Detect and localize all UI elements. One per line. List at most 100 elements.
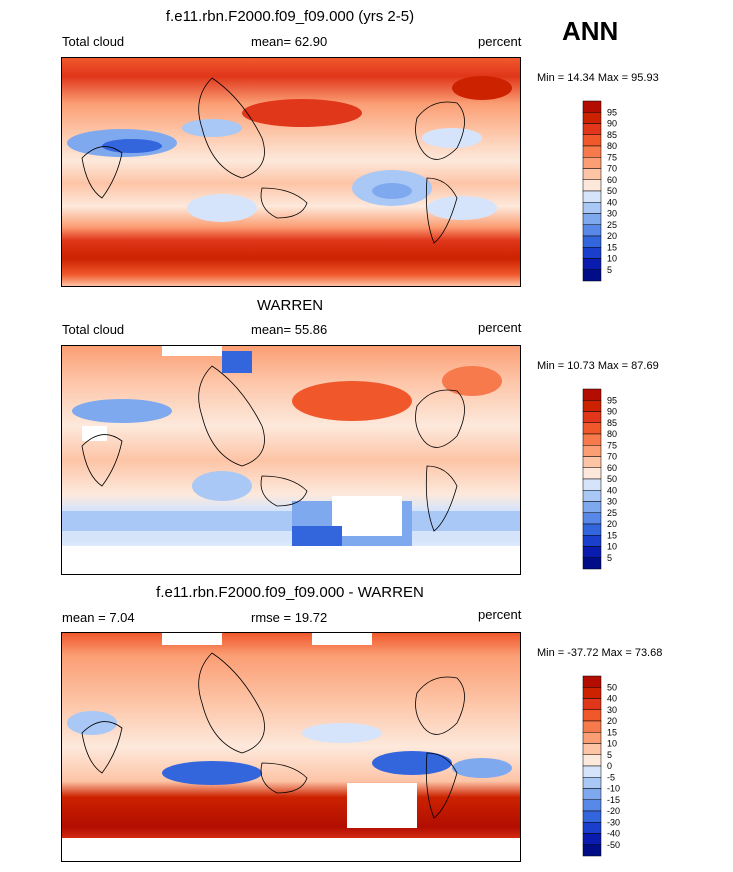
colorbar-swatch	[583, 710, 601, 721]
colorbar-level-label: 10	[607, 739, 617, 749]
panel-3-minmax: Min = -37.72 Max = 73.68	[537, 647, 662, 659]
panel-1-colorbar: 95908580757060504030252015105	[583, 101, 643, 285]
colorbar-level-label: 80	[607, 141, 617, 151]
colorbar-level-label: 85	[607, 418, 617, 428]
colorbar-swatch	[583, 157, 601, 168]
colorbar-swatch	[583, 135, 601, 146]
panel-1-colorbar-svg: 95908580757060504030252015105	[583, 101, 643, 285]
panel-2-colorbar-svg: 95908580757060504030252015105	[583, 389, 643, 573]
colorbar-level-label: 30	[607, 705, 617, 715]
colorbar-swatch	[583, 445, 601, 456]
panel-3-left-label: mean = 7.04	[62, 610, 135, 625]
colorbar-level-label: -20	[607, 806, 620, 816]
colorbar-swatch	[583, 699, 601, 710]
colorbar-level-label: 0	[607, 761, 612, 771]
colorbar-swatch	[583, 214, 601, 225]
panel-3-title: f.e11.rbn.F2000.f09_f09.000 - WARREN	[0, 584, 580, 601]
panel-1-right-label: percent	[478, 34, 521, 49]
colorbar-swatch	[583, 247, 601, 258]
colorbar-swatch	[583, 202, 601, 213]
colorbar-swatch	[583, 468, 601, 479]
colorbar-level-label: 50	[607, 682, 617, 692]
colorbar-swatch	[583, 811, 601, 822]
colorbar-swatch	[583, 535, 601, 546]
panel-2-map	[61, 345, 521, 575]
panel-1-title: f.e11.rbn.F2000.f09_f09.000 (yrs 2-5)	[0, 8, 580, 25]
colorbar-swatch	[583, 270, 601, 281]
colorbar-swatch	[583, 547, 601, 558]
panel-1-minmax: Min = 14.34 Max = 95.93	[537, 72, 659, 84]
colorbar-swatch	[583, 800, 601, 811]
colorbar-swatch	[583, 490, 601, 501]
colorbar-level-label: 90	[607, 407, 617, 417]
panel-3-colorbar-svg: 50403020151050-5-10-15-20-30-40-50	[583, 676, 643, 860]
colorbar-swatch	[583, 558, 601, 569]
colorbar-swatch	[583, 502, 601, 513]
colorbar-level-label: 5	[607, 750, 612, 760]
colorbar-level-label: 25	[607, 508, 617, 518]
colorbar-level-label: 10	[607, 542, 617, 552]
colorbar-swatch	[583, 755, 601, 766]
colorbar-swatch	[583, 434, 601, 445]
colorbar-swatch	[583, 721, 601, 732]
colorbar-swatch	[583, 412, 601, 423]
colorbar-level-label: 40	[607, 197, 617, 207]
colorbar-swatch	[583, 146, 601, 157]
colorbar-level-label: 80	[607, 429, 617, 439]
colorbar-level-label: 5	[607, 265, 612, 275]
colorbar-level-label: 40	[607, 485, 617, 495]
colorbar-swatch	[583, 124, 601, 135]
colorbar-swatch	[583, 513, 601, 524]
colorbar-swatch	[583, 732, 601, 743]
panel-1-map	[61, 57, 521, 287]
colorbar-level-label: 15	[607, 727, 617, 737]
colorbar-level-label: -50	[607, 840, 620, 850]
colorbar-level-label: 75	[607, 152, 617, 162]
colorbar-swatch	[583, 834, 601, 845]
colorbar-level-label: 60	[607, 175, 617, 185]
colorbar-level-label: -40	[607, 829, 620, 839]
colorbar-level-label: 70	[607, 452, 617, 462]
colorbar-swatch	[583, 423, 601, 434]
colorbar-swatch	[583, 259, 601, 270]
colorbar-level-label: 90	[607, 119, 617, 129]
colorbar-swatch	[583, 687, 601, 698]
colorbar-level-label: 30	[607, 497, 617, 507]
colorbar-swatch	[583, 479, 601, 490]
colorbar-level-label: 40	[607, 694, 617, 704]
colorbar-level-label: 95	[607, 395, 617, 405]
colorbar-level-label: 30	[607, 209, 617, 219]
colorbar-swatch	[583, 169, 601, 180]
panel-1-center-label: mean= 62.90	[251, 34, 327, 49]
colorbar-level-label: -15	[607, 795, 620, 805]
colorbar-swatch	[583, 524, 601, 535]
colorbar-level-label: 15	[607, 242, 617, 252]
colorbar-swatch	[583, 457, 601, 468]
colorbar-level-label: 25	[607, 220, 617, 230]
panel-2-title: WARREN	[0, 297, 580, 314]
colorbar-swatch	[583, 101, 601, 112]
panel-3-map	[61, 632, 521, 862]
colorbar-swatch	[583, 822, 601, 833]
panel-2-colorbar: 95908580757060504030252015105	[583, 389, 643, 573]
colorbar-swatch	[583, 845, 601, 856]
colorbar-level-label: 50	[607, 474, 617, 484]
colorbar-level-label: 10	[607, 254, 617, 264]
colorbar-swatch	[583, 236, 601, 247]
colorbar-swatch	[583, 112, 601, 123]
colorbar-level-label: 75	[607, 440, 617, 450]
panel-3-center-label: rmse = 19.72	[251, 610, 327, 625]
colorbar-level-label: 20	[607, 519, 617, 529]
colorbar-level-label: -10	[607, 784, 620, 794]
panel-2-left-label: Total cloud	[62, 322, 124, 337]
panel-2-center-label: mean= 55.86	[251, 322, 327, 337]
colorbar-swatch	[583, 777, 601, 788]
colorbar-level-label: 60	[607, 463, 617, 473]
colorbar-swatch	[583, 191, 601, 202]
colorbar-level-label: 15	[607, 530, 617, 540]
colorbar-level-label: -30	[607, 817, 620, 827]
colorbar-level-label: 85	[607, 130, 617, 140]
colorbar-level-label: -5	[607, 772, 615, 782]
colorbar-level-label: 50	[607, 186, 617, 196]
colorbar-swatch	[583, 389, 601, 400]
